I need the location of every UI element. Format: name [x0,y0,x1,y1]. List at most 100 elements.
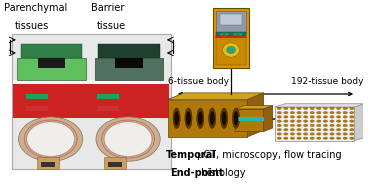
Polygon shape [247,93,263,137]
Ellipse shape [234,111,239,125]
Ellipse shape [350,111,354,114]
Ellipse shape [222,33,226,35]
Ellipse shape [350,120,354,122]
Ellipse shape [336,133,341,135]
Ellipse shape [284,111,288,114]
Ellipse shape [343,137,347,139]
Ellipse shape [304,111,308,114]
Ellipse shape [323,111,328,114]
Ellipse shape [284,107,288,110]
Ellipse shape [330,128,334,131]
Ellipse shape [336,128,341,131]
Ellipse shape [96,117,160,161]
Ellipse shape [209,108,216,129]
Ellipse shape [290,107,294,110]
Bar [26,93,48,99]
Ellipse shape [336,120,341,122]
Ellipse shape [317,120,321,122]
Bar [40,162,55,167]
Bar [13,84,169,118]
Ellipse shape [226,46,236,54]
Ellipse shape [310,124,314,127]
Ellipse shape [343,128,347,131]
Ellipse shape [222,111,226,125]
Ellipse shape [343,120,347,122]
Ellipse shape [197,108,204,129]
Ellipse shape [336,107,341,110]
Ellipse shape [323,128,328,131]
Bar [13,80,169,88]
Bar [97,93,119,99]
Ellipse shape [277,124,282,127]
Ellipse shape [323,107,328,110]
Ellipse shape [304,137,308,139]
Ellipse shape [317,124,321,127]
Ellipse shape [330,111,334,114]
Ellipse shape [19,117,83,161]
Bar [220,14,242,25]
Ellipse shape [317,128,321,131]
Ellipse shape [104,122,152,156]
Ellipse shape [235,33,240,35]
Ellipse shape [323,133,328,135]
Polygon shape [274,104,365,107]
Ellipse shape [310,128,314,131]
Ellipse shape [297,111,301,114]
Ellipse shape [304,107,308,110]
Polygon shape [235,106,273,109]
Bar [216,37,246,65]
Ellipse shape [323,124,328,127]
Ellipse shape [330,133,334,135]
Ellipse shape [304,133,308,135]
Bar [216,11,246,33]
Ellipse shape [317,111,321,114]
Ellipse shape [330,107,334,110]
Ellipse shape [317,137,321,139]
Text: End-point: End-point [170,168,223,178]
Ellipse shape [284,137,288,139]
Ellipse shape [232,108,240,129]
Ellipse shape [317,116,321,118]
Bar [235,117,263,121]
Ellipse shape [350,133,354,135]
Ellipse shape [310,133,314,135]
Ellipse shape [350,137,354,139]
Ellipse shape [330,124,334,127]
Ellipse shape [198,111,203,125]
Polygon shape [167,100,247,137]
Ellipse shape [277,133,282,135]
Bar [216,32,246,36]
Bar [104,157,126,169]
Ellipse shape [284,116,288,118]
Ellipse shape [310,111,314,114]
Ellipse shape [233,33,242,36]
Ellipse shape [304,128,308,131]
Ellipse shape [343,124,347,127]
Ellipse shape [277,107,282,110]
Ellipse shape [310,116,314,118]
Bar [21,44,82,58]
Ellipse shape [350,107,354,110]
Ellipse shape [323,120,328,122]
Ellipse shape [277,116,282,118]
Text: tissue: tissue [97,21,126,31]
Ellipse shape [317,107,321,110]
Bar [17,58,86,80]
Ellipse shape [297,124,301,127]
Ellipse shape [323,137,328,139]
Text: Barrier: Barrier [91,3,125,13]
Ellipse shape [350,116,354,118]
Ellipse shape [343,107,347,110]
Ellipse shape [330,137,334,139]
Ellipse shape [290,128,294,131]
Ellipse shape [297,133,301,135]
Ellipse shape [343,133,347,135]
Ellipse shape [277,137,282,139]
Ellipse shape [310,120,314,122]
Ellipse shape [330,116,334,118]
Ellipse shape [185,108,192,129]
Ellipse shape [220,33,229,36]
Bar [12,34,171,169]
Polygon shape [274,107,354,141]
Ellipse shape [297,116,301,118]
